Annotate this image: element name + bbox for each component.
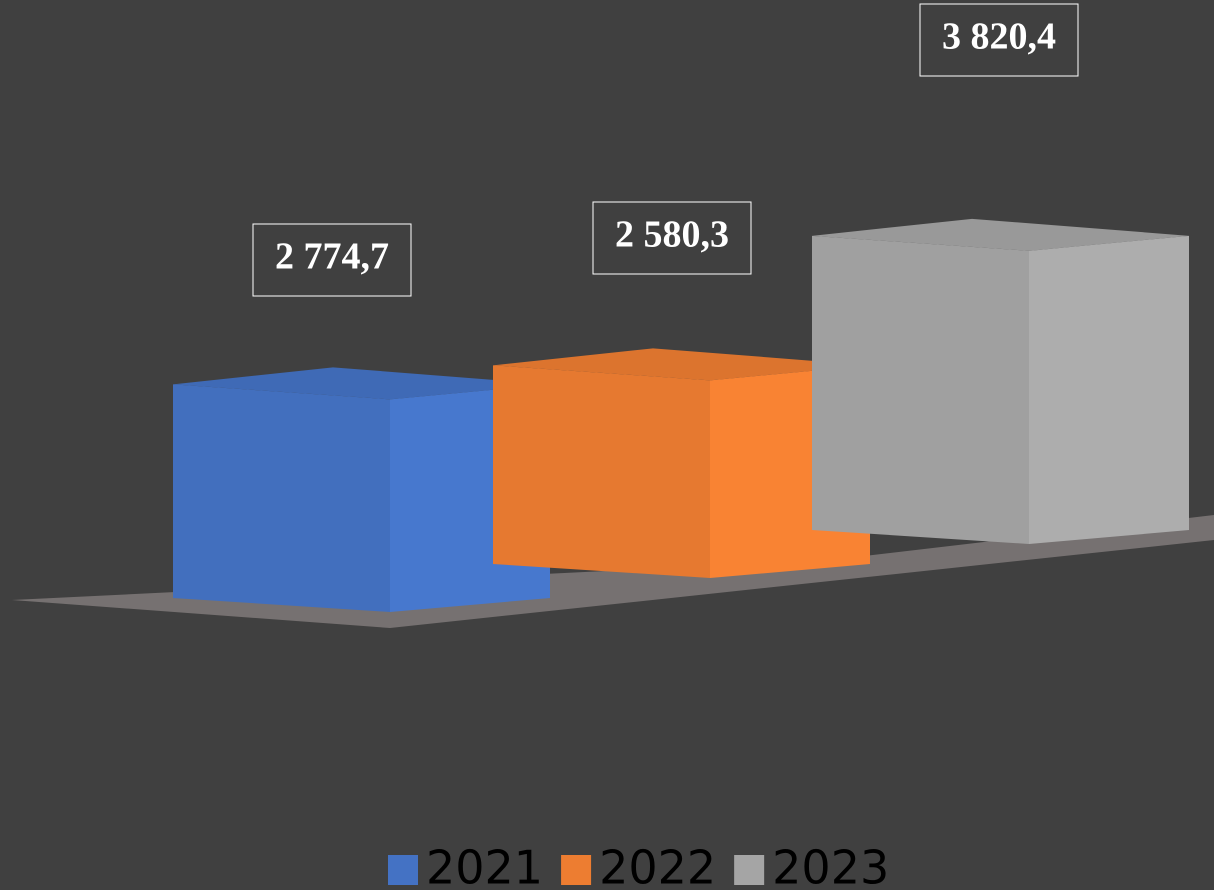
legend-label: 2021 <box>426 841 543 890</box>
bar-left-face <box>493 365 710 578</box>
legend-swatch <box>388 855 418 885</box>
value-label: 2 580,3 <box>615 214 729 256</box>
bar <box>812 218 1189 544</box>
bar-right-face <box>1029 235 1189 544</box>
legend-swatch <box>734 855 765 885</box>
bar-left-face <box>173 384 390 612</box>
bar-top <box>812 218 1189 251</box>
bar-top <box>493 348 870 381</box>
value-label-box <box>919 3 1079 77</box>
value-label-box <box>252 223 412 297</box>
legend-label: 2022 <box>599 841 716 890</box>
value-label: 3 820,4 <box>942 16 1056 58</box>
value-label: 2 774,7 <box>275 236 389 278</box>
legend-swatch <box>561 855 592 885</box>
legend-label: 2023 <box>772 841 889 890</box>
bar-left-face <box>812 235 1029 544</box>
bar-top <box>173 367 550 400</box>
value-label-box <box>592 201 752 275</box>
